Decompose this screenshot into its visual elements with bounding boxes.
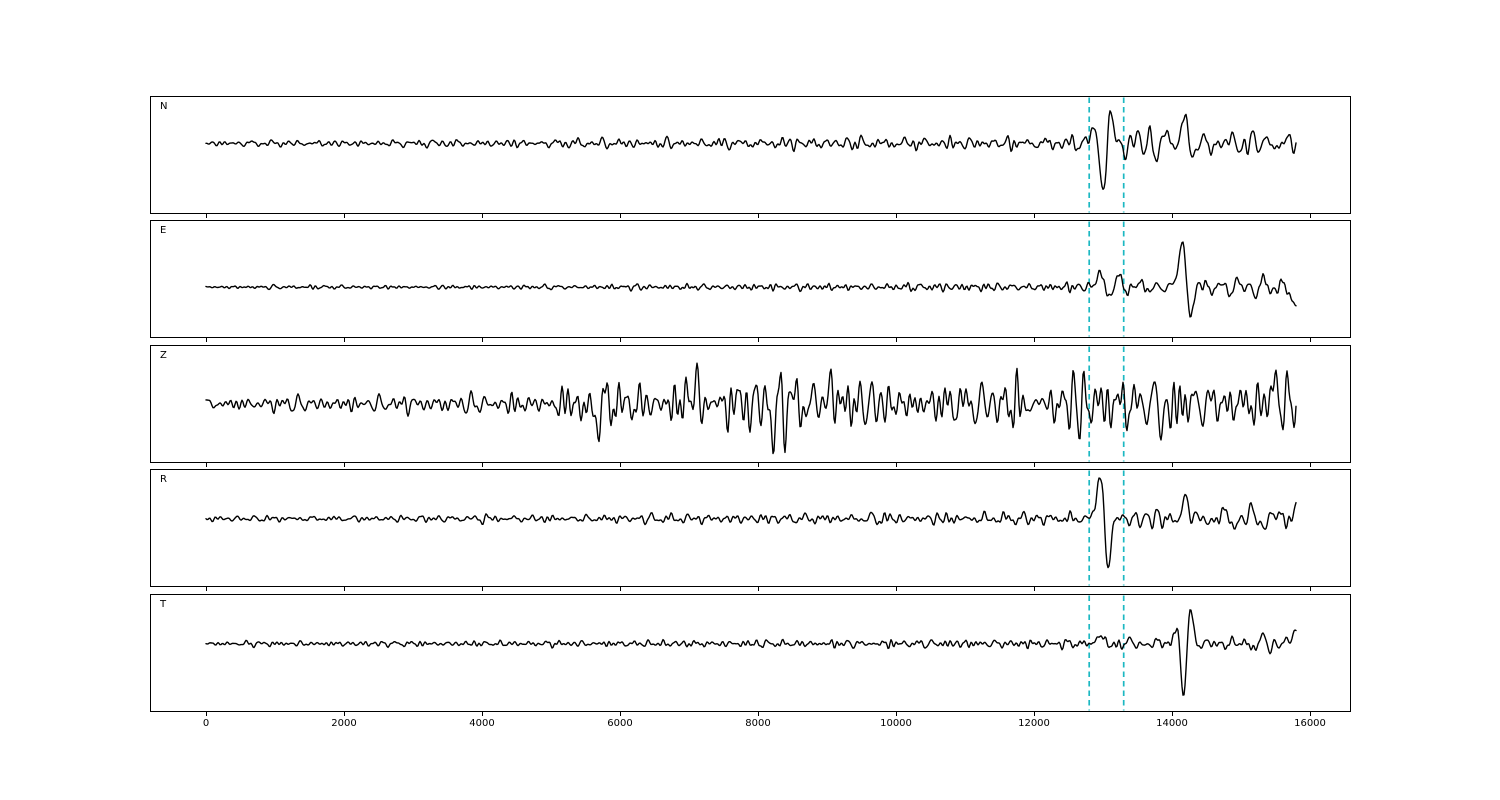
waveform-trace xyxy=(205,241,1297,318)
x-tick xyxy=(1171,587,1173,591)
x-tick xyxy=(343,587,345,591)
x-tick-label: 0 xyxy=(202,718,210,729)
x-tick xyxy=(895,463,897,467)
x-tick-label: 6000 xyxy=(607,718,633,729)
x-tick xyxy=(343,214,345,218)
x-tick xyxy=(619,587,621,591)
x-tick-label: 8000 xyxy=(745,718,771,729)
x-tick xyxy=(757,712,759,716)
x-tick-label: 2000 xyxy=(331,718,357,729)
x-tick xyxy=(757,463,759,467)
x-tick xyxy=(343,338,345,342)
x-tick xyxy=(1171,338,1173,342)
x-tick xyxy=(757,587,759,591)
panel-z: Z xyxy=(150,345,1351,467)
x-tick xyxy=(895,587,897,591)
x-tick xyxy=(1033,338,1035,342)
x-tick xyxy=(895,214,897,218)
x-tick xyxy=(619,712,621,716)
x-tick xyxy=(481,338,483,342)
x-tick xyxy=(895,338,897,342)
x-tick-label: 12000 xyxy=(1018,718,1050,729)
waveform-plot-n xyxy=(205,97,1297,213)
x-tick xyxy=(205,463,207,467)
x-tick xyxy=(757,214,759,218)
channel-label-z: Z xyxy=(160,350,167,361)
waveform-trace xyxy=(205,362,1297,455)
x-tick-label: 10000 xyxy=(880,718,912,729)
x-tick xyxy=(481,463,483,467)
x-tick xyxy=(1309,463,1311,467)
x-tick xyxy=(1033,712,1035,716)
x-tick xyxy=(1309,712,1311,716)
x-tick xyxy=(1171,214,1173,218)
panel-n: N xyxy=(150,96,1351,218)
x-tick xyxy=(1309,587,1311,591)
x-tick xyxy=(1033,214,1035,218)
panel-r: R xyxy=(150,469,1351,591)
channel-label-e: E xyxy=(160,225,167,236)
channel-label-r: R xyxy=(160,474,167,485)
x-tick xyxy=(757,338,759,342)
x-tick xyxy=(205,214,207,218)
x-tick xyxy=(481,587,483,591)
x-tick xyxy=(1171,463,1173,467)
panel-e: E xyxy=(150,220,1351,342)
waveform-trace xyxy=(205,609,1297,696)
x-tick xyxy=(619,214,621,218)
x-tick xyxy=(1309,338,1311,342)
x-tick-label: 14000 xyxy=(1156,718,1188,729)
x-tick xyxy=(481,214,483,218)
waveform-plot-z xyxy=(205,346,1297,462)
x-tick xyxy=(1033,587,1035,591)
waveform-plot-e xyxy=(205,221,1297,337)
x-tick xyxy=(205,587,207,591)
x-tick xyxy=(619,338,621,342)
x-tick xyxy=(205,712,207,716)
x-tick-label: 16000 xyxy=(1294,718,1326,729)
channel-label-t: T xyxy=(160,599,167,610)
x-tick xyxy=(619,463,621,467)
channel-label-n: N xyxy=(160,101,168,112)
x-tick xyxy=(1171,712,1173,716)
waveform-trace xyxy=(205,110,1297,191)
x-tick xyxy=(205,338,207,342)
waveform-plot-t xyxy=(205,595,1297,711)
x-tick xyxy=(1309,214,1311,218)
x-tick xyxy=(343,712,345,716)
x-tick-label: 4000 xyxy=(469,718,495,729)
waveform-plot-r xyxy=(205,470,1297,586)
x-tick xyxy=(895,712,897,716)
x-tick xyxy=(481,712,483,716)
x-tick xyxy=(1033,463,1035,467)
waveform-trace xyxy=(205,477,1297,569)
panel-t: T xyxy=(150,594,1351,716)
x-tick xyxy=(343,463,345,467)
